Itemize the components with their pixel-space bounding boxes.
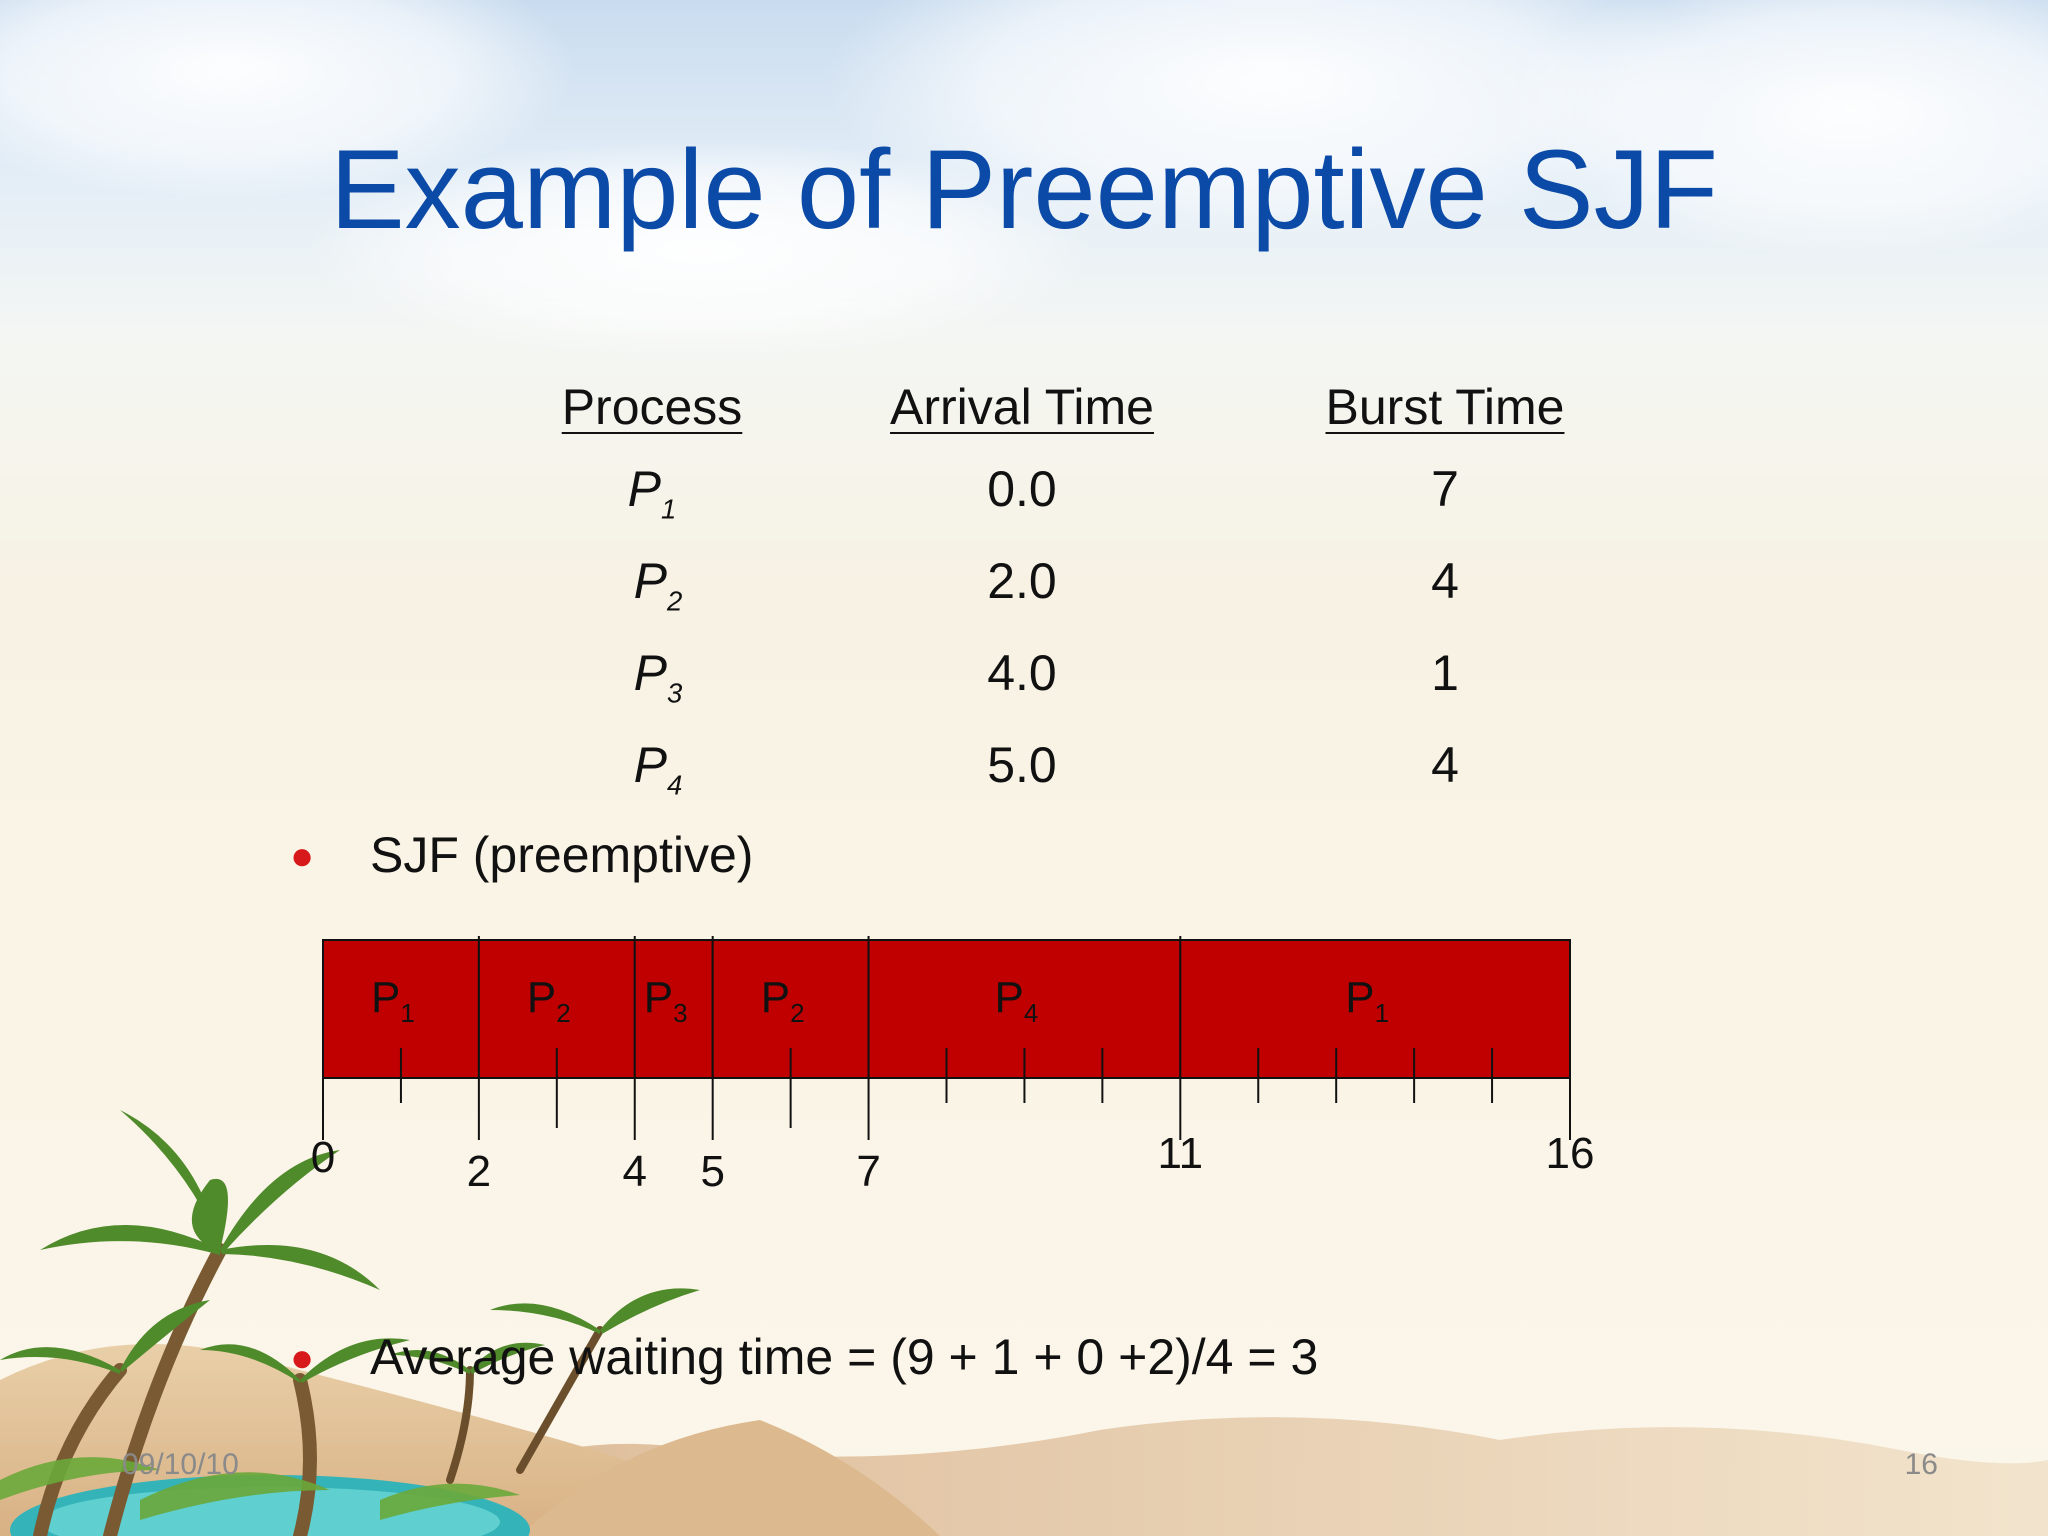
gantt-time-label: 16	[1546, 1129, 1595, 1178]
gantt-segment-label: P1	[371, 973, 415, 1028]
burst-time: 7	[1431, 461, 1459, 517]
gantt-segment	[1179, 939, 1571, 1079]
slide-title: Example of Preemptive SJF	[329, 127, 1719, 252]
arrival-time: 5.0	[987, 737, 1057, 793]
process-name: P4	[633, 737, 683, 801]
cloud	[300, 140, 1100, 360]
process-name: P1	[627, 461, 677, 525]
gantt-time-label: 4	[623, 1147, 647, 1196]
burst-time: 4	[1431, 737, 1459, 793]
gantt-segment	[633, 939, 714, 1079]
header-process: Process	[561, 379, 743, 435]
burst-time: 1	[1431, 645, 1459, 701]
header-burst-time: Burst Time	[1325, 379, 1565, 435]
gantt-segment-label: P3	[644, 973, 688, 1028]
footer-date: 09/10/10	[122, 1448, 239, 1481]
process-name: P3	[633, 645, 683, 709]
gantt-time-label: 7	[856, 1147, 880, 1196]
gantt-segment-label: P2	[527, 973, 571, 1028]
gantt-segment-label: P4	[995, 973, 1039, 1028]
gantt-time-label: 5	[700, 1147, 724, 1196]
gantt-segment-label: P1	[1345, 973, 1389, 1028]
gantt-time-label: 11	[1157, 1129, 1203, 1178]
page-number: 16	[1904, 1448, 1938, 1481]
header-arrival-time: Arrival Time	[890, 379, 1154, 435]
arrival-time: 4.0	[987, 645, 1057, 701]
bullet-dot: ●	[290, 1336, 315, 1380]
gantt-time-label: 2	[467, 1147, 491, 1196]
bullet-average-waiting-time: Average waiting time = (9 + 1 + 0 +2)/4 …	[370, 1329, 1319, 1385]
arrival-time: 2.0	[987, 553, 1057, 609]
burst-time: 4	[1431, 553, 1459, 609]
bullet-sjf-preemptive: SJF (preemptive)	[370, 827, 754, 883]
gantt-segment-label: P2	[761, 973, 805, 1028]
process-name: P2	[633, 553, 683, 617]
arrival-time: 0.0	[987, 461, 1057, 517]
gantt-time-label: 0	[311, 1133, 335, 1182]
bullet-dot: ●	[290, 834, 315, 878]
